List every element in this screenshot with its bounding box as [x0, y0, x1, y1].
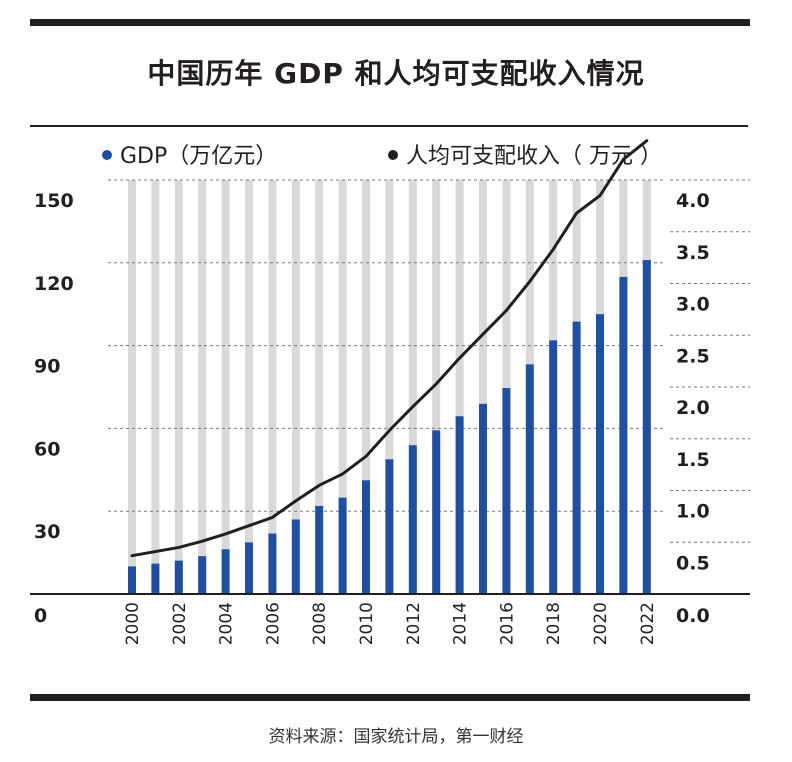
gdp-bar-2020: [596, 314, 604, 594]
bar-track-2007: [291, 180, 300, 594]
bar-track-2009: [338, 180, 347, 594]
x-tick-2018: 2018: [544, 602, 564, 645]
legend-gdp-label: GDP（万亿元）: [120, 144, 278, 169]
source-note: 资料来源：国家统计局，第一财经: [268, 727, 524, 747]
x-tick-2004: 2004: [217, 602, 237, 645]
y-right-tick-2.0: 2.0: [676, 397, 710, 419]
y-right-tick-1.5: 1.5: [676, 449, 710, 471]
bar-track-2005: [245, 180, 253, 594]
bar-track-2012: [408, 180, 417, 594]
gdp-bar-2011: [385, 459, 394, 594]
gdp-bar-2017: [525, 364, 534, 594]
bottom-rule: [30, 694, 750, 701]
bar-track-2011: [385, 180, 394, 594]
y-left-tick-60: 60: [34, 438, 60, 460]
top-rule: [30, 19, 750, 26]
y-left-tick-90: 90: [34, 356, 60, 378]
legend-income-marker-icon: [388, 150, 398, 160]
bar-track-2000: [128, 180, 136, 594]
gdp-bar-2015: [479, 403, 487, 594]
y-right-tick-1.0: 1.0: [676, 501, 710, 523]
bar-track-2010: [362, 180, 370, 594]
gdp-bar-2007: [291, 519, 300, 594]
gdp-bar-2005: [245, 542, 253, 594]
x-tick-2012: 2012: [404, 602, 424, 645]
bar-track-2003: [198, 180, 207, 594]
x-tick-2006: 2006: [263, 602, 283, 645]
y-left-tick-0: 0: [34, 605, 47, 627]
bar-track-2015: [479, 180, 487, 594]
gdp-bar-2009: [338, 497, 347, 594]
bar-track-2013: [432, 180, 441, 594]
gdp-bar-2012: [408, 445, 417, 594]
gdp-bar-2004: [221, 549, 230, 594]
x-tick-2010: 2010: [357, 602, 377, 645]
y-right-tick-4.0: 4.0: [676, 190, 710, 212]
bar-track-2002: [174, 180, 183, 594]
y-right-tick-0.5: 0.5: [676, 552, 710, 574]
gdp-bar-2000: [128, 566, 136, 594]
y-right-tick-3.0: 3.0: [676, 294, 710, 316]
gdp-bar-2018: [549, 340, 558, 594]
gdp-bar-2002: [174, 560, 183, 594]
y-right-tick-3.5: 3.5: [676, 242, 710, 264]
bar-track-2014: [455, 180, 464, 594]
bar-track-2006: [268, 180, 277, 594]
gdp-bar-2010: [362, 480, 370, 594]
gdp-bar-2016: [502, 388, 511, 594]
x-tick-2016: 2016: [497, 602, 517, 645]
y-left-tick-150: 150: [34, 190, 74, 212]
x-tick-2020: 2020: [591, 602, 611, 645]
y-left-tick-30: 30: [34, 521, 60, 543]
y-left-tick-120: 120: [34, 273, 74, 295]
x-tick-2000: 2000: [123, 602, 143, 645]
legend-gdp-marker-icon: [102, 150, 112, 160]
gdp-bar-2021: [619, 276, 628, 594]
bar-track-2004: [221, 180, 230, 594]
title-rule: [30, 125, 748, 127]
gdp-bar-2022: [642, 260, 651, 594]
gdp-bar-2006: [268, 533, 277, 594]
gdp-bar-2013: [432, 430, 441, 594]
y-right-tick-0.0: 0.0: [676, 605, 710, 627]
chart-title: 中国历年 GDP 和人均可支配收入情况: [147, 57, 645, 90]
gdp-bar-2014: [455, 416, 464, 594]
y-right-tick-2.5: 2.5: [676, 345, 710, 367]
gdp-bar-2019: [572, 321, 581, 594]
x-tick-2022: 2022: [638, 602, 658, 645]
x-tick-2014: 2014: [451, 602, 471, 645]
gdp-bar-2001: [151, 563, 160, 594]
bar-track-2008: [315, 180, 324, 594]
x-tick-2008: 2008: [310, 602, 330, 645]
x-tick-2002: 2002: [170, 602, 190, 645]
gdp-bar-2003: [198, 556, 207, 594]
bar-track-2001: [151, 180, 160, 594]
bar-track-2016: [502, 180, 511, 594]
legend-gdp: GDP（万亿元）: [102, 138, 277, 170]
gdp-bar-2008: [315, 505, 324, 594]
